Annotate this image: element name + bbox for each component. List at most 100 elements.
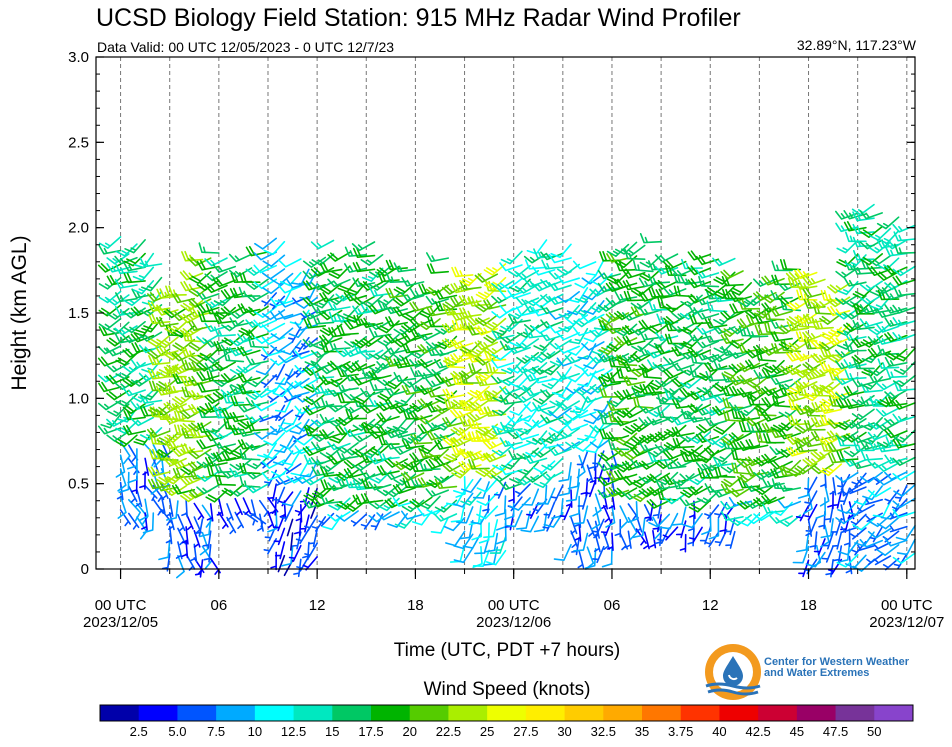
colorbar-swatch — [100, 705, 140, 721]
wind-barb — [876, 308, 900, 318]
wind-barb — [598, 341, 621, 355]
wind-barb — [884, 428, 908, 439]
wind-barb — [175, 541, 183, 560]
wind-barb — [736, 440, 761, 452]
wind-barb — [523, 387, 548, 397]
wind-barb — [353, 314, 376, 326]
wind-barb — [280, 504, 294, 522]
wind-barb — [253, 401, 277, 412]
wind-barb — [492, 402, 515, 416]
wind-barb — [648, 513, 671, 528]
wind-barb — [98, 318, 122, 331]
wind-barb — [810, 449, 834, 460]
wind-barb — [425, 366, 449, 376]
wind-barb — [648, 287, 671, 298]
wind-barb — [206, 370, 228, 382]
wind-barb — [680, 321, 703, 335]
wind-barb — [533, 460, 556, 474]
wind-barb — [613, 416, 638, 427]
wind-barb — [166, 498, 174, 517]
wind-barb — [843, 277, 867, 287]
wind-barb — [762, 503, 785, 514]
wind-barb — [229, 267, 253, 278]
wind-barb — [472, 549, 490, 567]
wind-barb — [802, 370, 826, 381]
wind-barb — [558, 462, 572, 482]
wind-barb — [532, 364, 556, 375]
wind-barb — [541, 457, 564, 471]
wind-barb — [892, 223, 916, 233]
wind-barb — [877, 257, 900, 271]
wind-barb — [857, 544, 875, 552]
wind-barb — [622, 335, 646, 346]
wind-barb — [410, 367, 433, 378]
wind-barb — [148, 354, 171, 366]
wind-barb — [220, 373, 245, 383]
wind-barb — [203, 544, 212, 563]
wind-barb — [643, 531, 650, 550]
y-axis: 0 0.5 1.0 1.5 2.0 2.5 3.0 — [68, 49, 915, 578]
wind-barb — [198, 516, 212, 538]
wind-barb — [155, 385, 179, 396]
wind-barb — [607, 532, 614, 551]
wind-barb — [688, 499, 712, 513]
wind-barb — [484, 276, 507, 291]
wind-barb — [549, 421, 572, 434]
wind-barb — [320, 494, 343, 505]
wind-barb — [714, 501, 728, 519]
wind-barb — [787, 415, 810, 426]
wind-barb — [238, 383, 261, 395]
wind-barb — [728, 432, 752, 442]
wind-barb — [467, 385, 490, 399]
wind-barb — [865, 512, 883, 523]
wind-barb — [603, 504, 612, 523]
wind-barb — [792, 545, 810, 564]
wind-barb — [564, 422, 589, 432]
wind-barb — [360, 335, 384, 347]
wind-barb — [106, 294, 130, 306]
colorbar-swatch — [719, 705, 759, 721]
wind-barb — [148, 380, 171, 392]
wind-barb — [278, 310, 302, 320]
wind-barb — [221, 409, 245, 420]
data-valid-label: Data Valid: 00 UTC 12/05/2023 - 0 UTC 12… — [97, 39, 395, 55]
wind-barb — [242, 497, 252, 515]
wind-barb — [573, 505, 589, 525]
wind-barb — [736, 458, 761, 468]
wind-barb — [451, 266, 474, 278]
wind-barb — [274, 395, 294, 413]
wind-barb — [835, 512, 859, 525]
wind-barb — [345, 477, 368, 489]
wind-barb — [862, 485, 883, 501]
wind-barb — [360, 254, 384, 266]
colorbar-label: 50 — [867, 724, 881, 739]
wind-barb — [892, 265, 916, 277]
wind-barb — [584, 479, 597, 498]
wind-barb — [130, 416, 155, 427]
wind-barb — [499, 262, 523, 272]
wind-barb — [171, 458, 196, 469]
wind-barb — [671, 506, 687, 526]
wind-barb — [491, 425, 515, 436]
wind-barb — [720, 269, 744, 280]
wind-barb — [876, 335, 900, 345]
wind-barb — [892, 413, 916, 423]
wind-barb — [851, 408, 875, 421]
wind-barb — [212, 277, 236, 288]
wind-barb — [220, 470, 245, 479]
wind-barb — [269, 295, 286, 310]
wind-barb — [605, 486, 630, 497]
wind-barb — [179, 327, 204, 338]
wind-barb — [690, 352, 712, 365]
wind-barb — [435, 335, 458, 350]
wind-barb — [441, 462, 466, 473]
wind-barb — [695, 432, 720, 443]
wind-barb — [786, 391, 810, 402]
wind-barb — [294, 378, 318, 389]
wind-barb — [884, 332, 908, 343]
wind-barb — [593, 464, 605, 482]
wind-barb — [860, 450, 883, 461]
colorbar-swatch — [564, 705, 604, 721]
wind-barb — [245, 355, 269, 366]
